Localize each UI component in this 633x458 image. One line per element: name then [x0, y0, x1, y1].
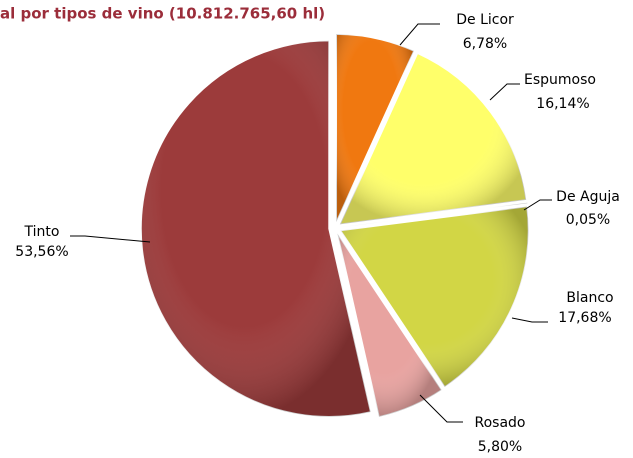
slice-label: Tinto: [24, 224, 60, 240]
leader-line: [511, 317, 548, 323]
leader-line: [419, 394, 463, 423]
slice-label: Rosado: [475, 415, 526, 431]
leader-line: [523, 199, 552, 211]
slice-value-label: 16,14%: [536, 96, 589, 112]
slice-shade: [340, 206, 529, 387]
slice-shade: [337, 233, 442, 417]
slice-value-label: 17,68%: [558, 310, 611, 326]
slice-label: De Licor: [456, 12, 514, 28]
slice-label: De Aguja: [556, 189, 620, 205]
leader-line: [70, 235, 151, 243]
slice-value-label: 5,80%: [478, 439, 522, 455]
slice-label: Blanco: [566, 290, 613, 306]
leader-line: [489, 83, 520, 101]
slice-shade: [141, 40, 371, 417]
slice-value-label: 6,78%: [463, 36, 507, 52]
slice-value-label: 0,05%: [566, 212, 610, 228]
slice-shade: [340, 202, 528, 228]
leader-line: [399, 23, 440, 46]
pie: [140, 33, 530, 418]
slice-shade: [339, 53, 527, 225]
chart-title: al por tipos de vino (10.812.765,60 hl): [0, 5, 325, 23]
slice-label: Espumoso: [524, 72, 596, 88]
slice-shade: [336, 34, 414, 223]
slice-value-label: 53,56%: [15, 244, 68, 260]
